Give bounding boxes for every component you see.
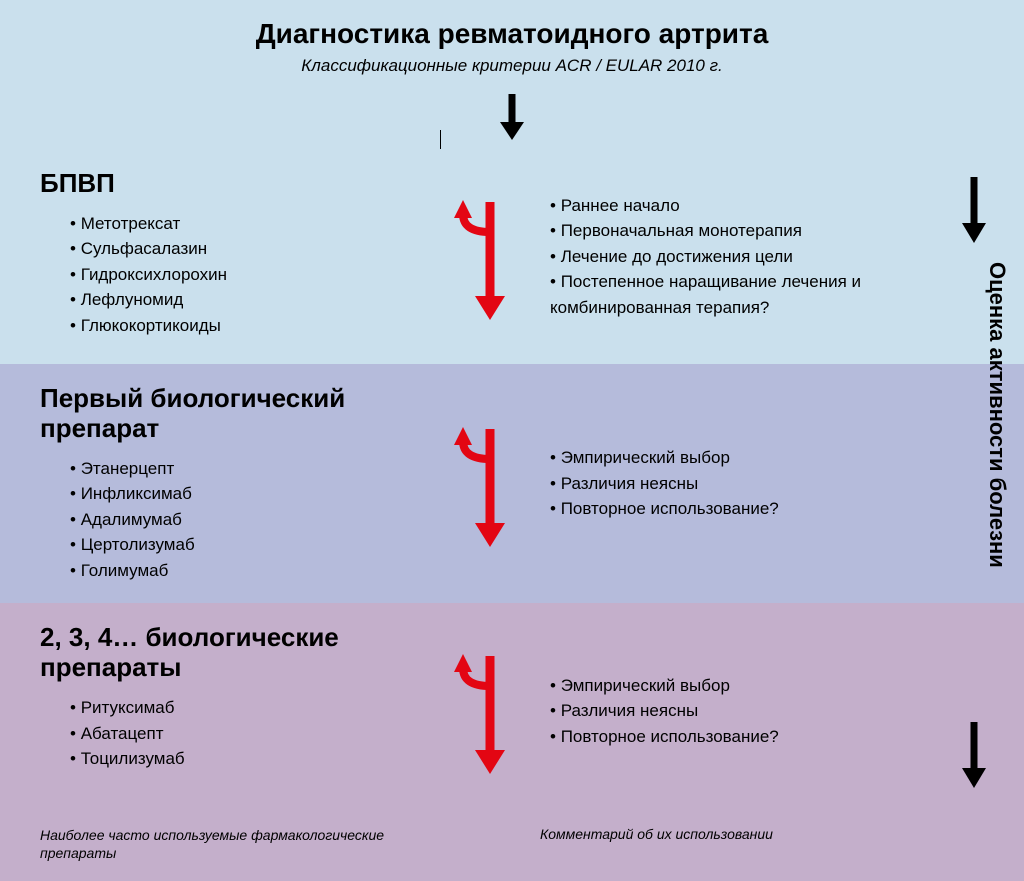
section-1-arrow (420, 149, 540, 364)
side-arrow-bottom (960, 720, 988, 795)
list-item: Тоцилизумаб (70, 746, 410, 772)
section-3-arrow (420, 603, 540, 818)
list-item: Инфликсимаб (70, 481, 410, 507)
section-2-arrow (420, 364, 540, 603)
list-item: Постепенное наращивание лечения и комбин… (550, 269, 934, 320)
section-1-left: БПВП Метотрексат Сульфасалазин Гидроксих… (0, 149, 420, 364)
list-item: Абатацепт (70, 721, 410, 747)
list-item: Адалимумаб (70, 507, 410, 533)
cycle-down-arrow-icon (445, 646, 515, 776)
section-3-right-list: Эмпирический выбор Различия неясны Повто… (550, 673, 779, 750)
list-item: Цертолизумаб (70, 532, 410, 558)
section-2-left: Первый биологический препарат Этанерцепт… (0, 364, 420, 603)
list-item: Метотрексат (70, 211, 410, 237)
section-2-right: Эмпирический выбор Различия неясны Повто… (540, 364, 1024, 603)
header-arrow (0, 84, 1024, 149)
page-title: Диагностика ревматоидного артрита (0, 18, 1024, 50)
diagram-container: Диагностика ревматоидного артрита Класси… (0, 0, 1024, 852)
section-1-left-list: Метотрексат Сульфасалазин Гидроксихлорох… (40, 211, 410, 339)
footer-row: Наиболее часто используемые фармакологич… (0, 818, 1024, 880)
section-3-left: 2, 3, 4… биологические препараты Ритукси… (0, 603, 420, 818)
section-1-right: Раннее начало Первоначальная монотерапия… (540, 149, 1024, 364)
side-arrow-top (960, 175, 988, 250)
list-item: Первоначальная монотерапия (550, 218, 934, 244)
list-item: Повторное использование? (550, 724, 779, 750)
list-item: Глюкокортикоиды (70, 313, 410, 339)
footer: Наиболее часто используемые фармакологич… (0, 818, 1024, 862)
section-1: БПВП Метотрексат Сульфасалазин Гидроксих… (0, 149, 1024, 364)
list-item: Эмпирический выбор (550, 673, 779, 699)
list-item: Раннее начало (550, 193, 934, 219)
section-2-left-list: Этанерцепт Инфликсимаб Адалимумаб Цертол… (40, 456, 410, 584)
list-item: Лечение до достижения цели (550, 244, 934, 270)
section-2-right-list: Эмпирический выбор Различия неясны Повто… (550, 445, 779, 522)
list-item: Ритуксимаб (70, 695, 410, 721)
section-3: 2, 3, 4… биологические препараты Ритукси… (0, 603, 1024, 818)
sections: БПВП Метотрексат Сульфасалазин Гидроксих… (0, 149, 1024, 881)
down-arrow-icon (960, 720, 988, 790)
section-3-right: Эмпирический выбор Различия неясны Повто… (540, 603, 1024, 818)
cycle-down-arrow-icon (445, 192, 515, 322)
footer-left: Наиболее часто используемые фармакологич… (40, 826, 440, 862)
list-item: Гидроксихлорохин (70, 262, 410, 288)
section-1-right-list: Раннее начало Первоначальная монотерапия… (550, 193, 934, 321)
down-arrow-icon (960, 175, 988, 245)
list-item: Сульфасалазин (70, 236, 410, 262)
list-item: Повторное использование? (550, 496, 779, 522)
list-item: Различия неясны (550, 471, 779, 497)
list-item: Этанерцепт (70, 456, 410, 482)
header: Диагностика ревматоидного артрита Класси… (0, 0, 1024, 84)
list-item: Различия неясны (550, 698, 779, 724)
list-item: Лефлуномид (70, 287, 410, 313)
down-arrow-icon (498, 92, 526, 140)
subtitle: Классификационные критерии ACR / EULAR 2… (0, 56, 1024, 76)
footer-right: Комментарий об их использовании (440, 826, 984, 862)
sidebar-label: Оценка активности болезни (984, 200, 1010, 630)
list-item: Голимумаб (70, 558, 410, 584)
section-3-left-list: Ритуксимаб Абатацепт Тоцилизумаб (40, 695, 410, 772)
list-item: Эмпирический выбор (550, 445, 779, 471)
section-3-heading: 2, 3, 4… биологические препараты (40, 623, 410, 683)
section-1-heading: БПВП (40, 169, 410, 199)
section-2: Первый биологический препарат Этанерцепт… (0, 364, 1024, 603)
cycle-down-arrow-icon (445, 419, 515, 549)
section-2-heading: Первый биологический препарат (40, 384, 410, 444)
